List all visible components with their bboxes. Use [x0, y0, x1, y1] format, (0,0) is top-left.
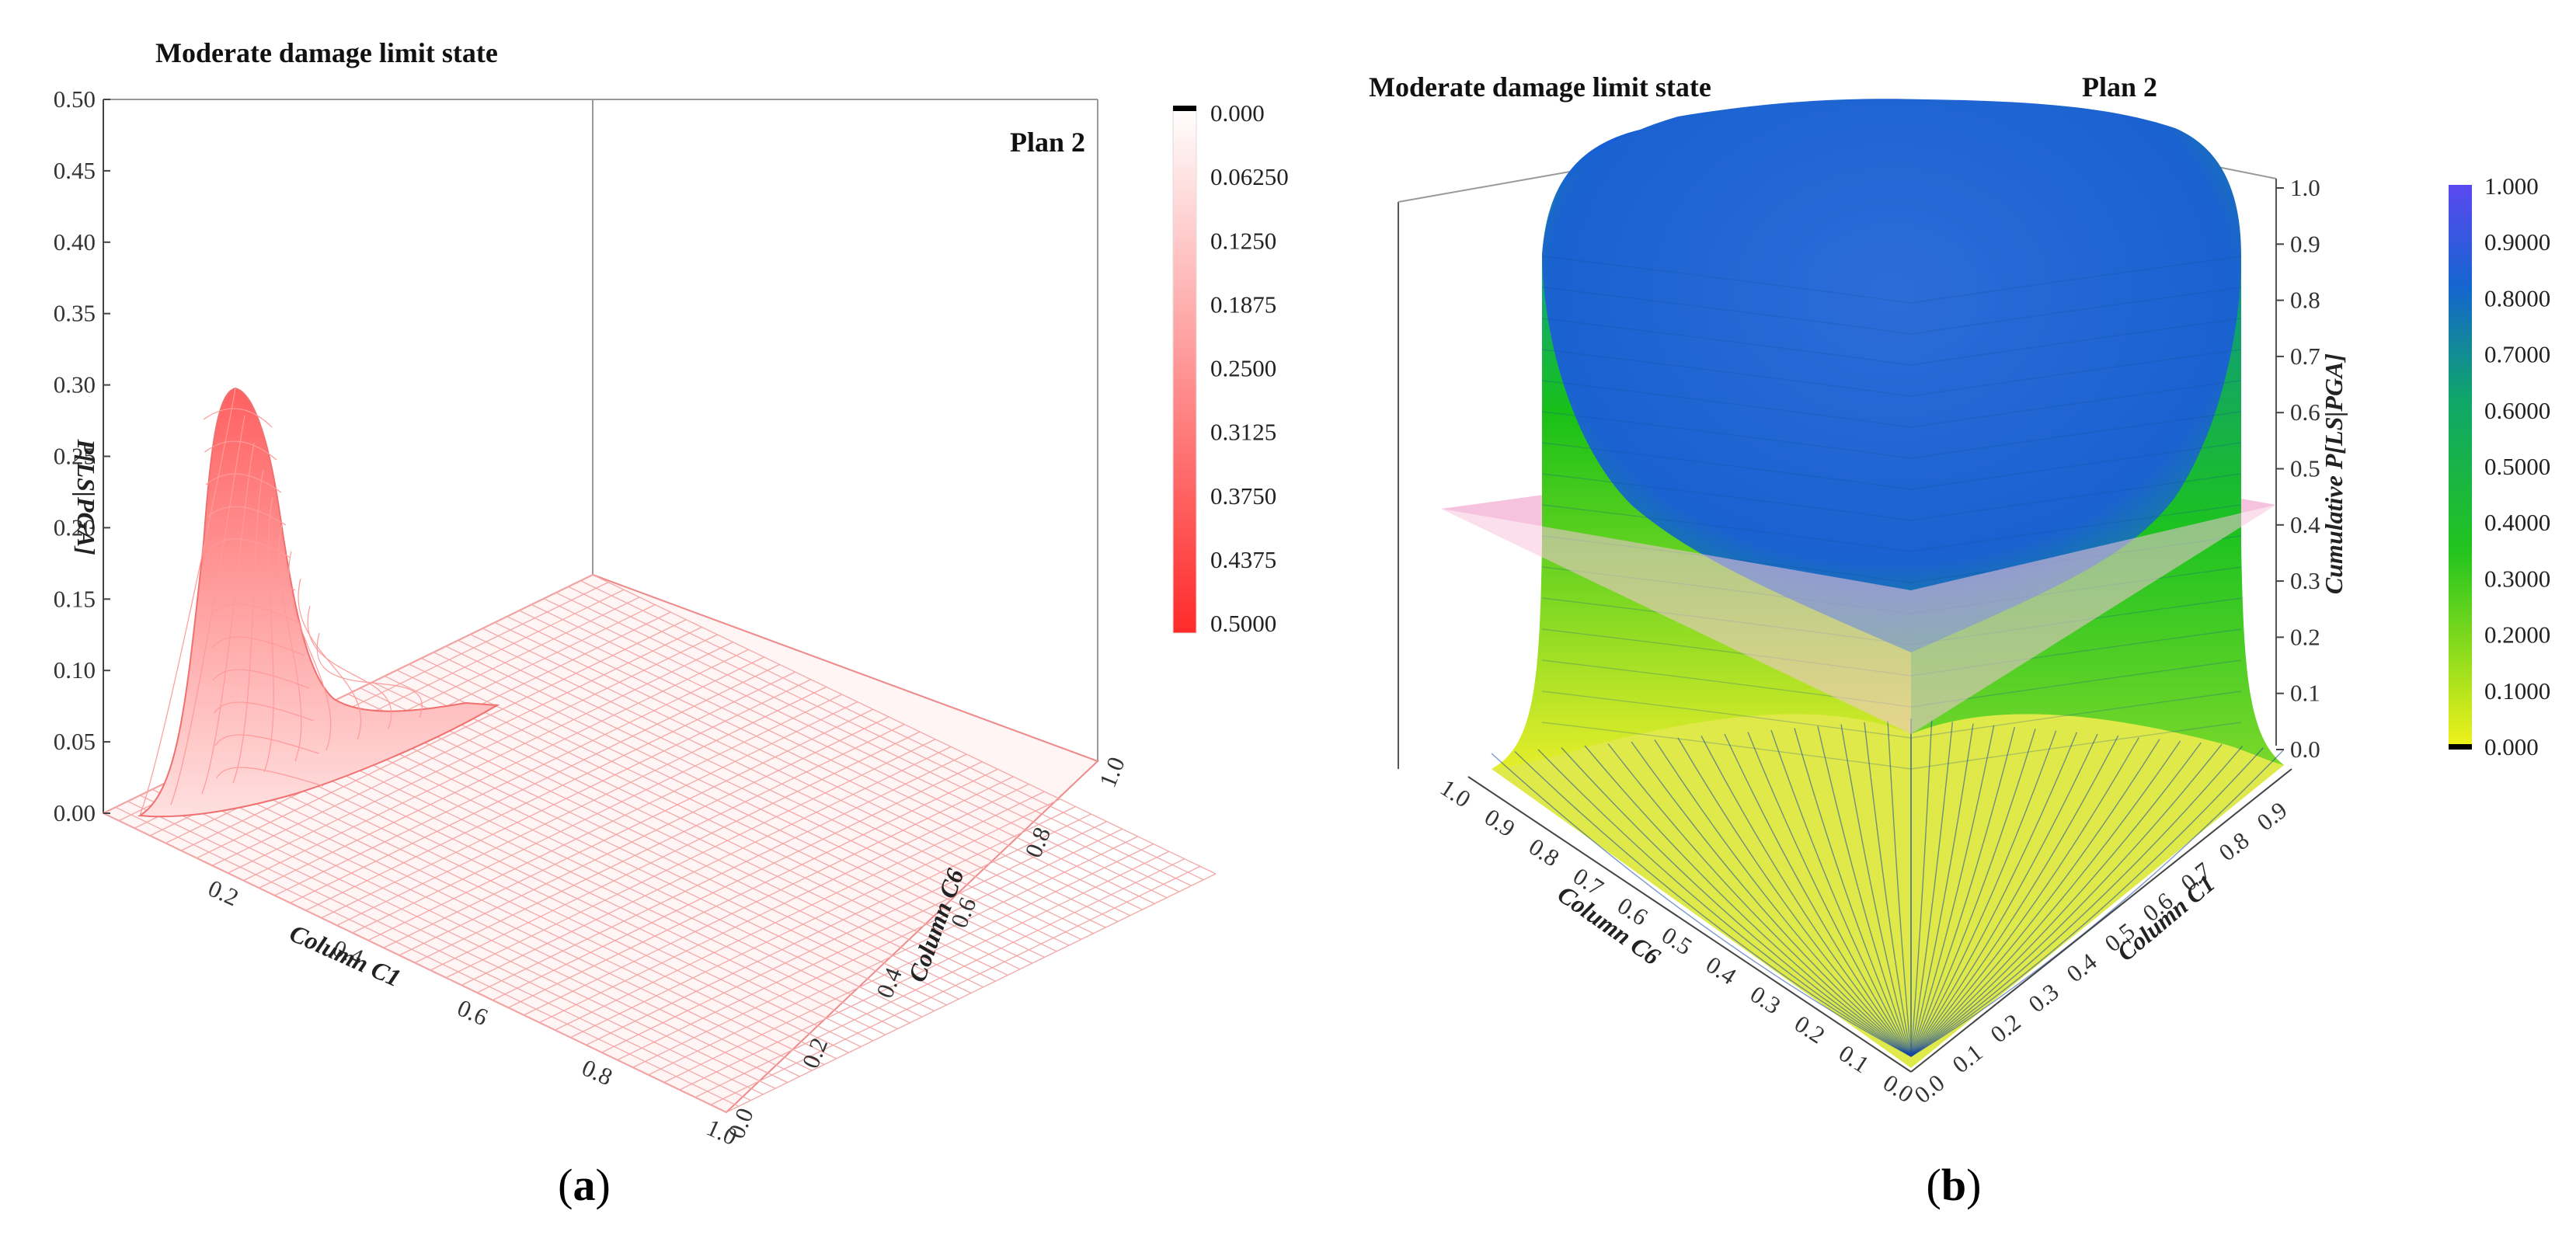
panel-b-z-label: Cumulative P[LS|PGA]	[2320, 353, 2348, 594]
caption-b: (b)	[1927, 1160, 1982, 1210]
panel-b: Moderate damage limit state Plan 2 0.00.…	[1369, 71, 2550, 1210]
colorbar-label: 0.5000	[2484, 453, 2550, 480]
colorbar-label: 0.3000	[2484, 565, 2550, 592]
z-tick-label: 0.45	[54, 157, 96, 184]
panel-a-peak-mesh	[139, 388, 423, 816]
colorbar-label: 1.000	[2484, 172, 2539, 200]
y-tick-label: 0.2	[1985, 1008, 2025, 1048]
panel-a-plan-label: Plan 2	[1010, 127, 1085, 158]
panel-b-z-ticks: 0.0 0.1 0.2 0.3 0.4 0.5 0.6 0.7 0.8 0.9 1.0	[2276, 174, 2320, 763]
panel-a-colorbar: 0.000 0.06250 0.1250 0.1875 0.2500 0.3125 0.37…	[1172, 99, 1289, 637]
panel-a: Moderate damage limit state 0.00 0.05 0.10…	[54, 37, 1289, 1210]
x-tick-label: 0.2	[1790, 1010, 1830, 1049]
z-tick-label: 0.30	[54, 371, 96, 398]
panel-a-z-label: P[LS|PGA]	[72, 438, 100, 555]
z-tick-label: 0.1	[2290, 680, 2320, 707]
panel-a-title: Moderate damage limit state	[155, 37, 498, 68]
z-tick-label: 0.00	[54, 799, 96, 826]
colorbar-label: 0.2000	[2484, 621, 2550, 649]
colorbar-label: 0.7000	[2484, 341, 2550, 368]
z-tick-label: 0.10	[54, 656, 96, 684]
colorbar-end-cap	[1173, 106, 1196, 111]
y-tick-label: 1.0	[1094, 753, 1130, 791]
colorbar-label: 0.000	[1210, 99, 1265, 127]
x-tick-label: 0.4	[1701, 951, 1742, 990]
colorbar-label: 0.3125	[1210, 419, 1276, 446]
panel-b-title: Moderate damage limit state	[1369, 71, 1711, 103]
x-tick-label: 0.5	[1657, 921, 1697, 960]
x-tick-label: 0.6	[454, 994, 493, 1031]
z-tick-label: 0.25	[54, 443, 96, 470]
z-tick-label: 0.2	[2290, 623, 2320, 650]
colorbar-label: 0.6000	[2484, 397, 2550, 424]
colorbar-label: 0.1875	[1210, 290, 1276, 318]
z-tick-label: 0.20	[54, 513, 96, 541]
z-tick-label: 0.40	[54, 228, 96, 256]
z-tick-label: 0.5	[2290, 455, 2320, 482]
z-tick-label: 0.9	[2290, 230, 2320, 257]
colorbar-label: 0.2500	[1210, 355, 1276, 382]
panel-a-peak-surface	[137, 387, 500, 818]
colorbar-end-cap	[2449, 744, 2472, 750]
colorbar-label: 0.1250	[1210, 227, 1276, 254]
x-tick-label: 0.8	[578, 1054, 617, 1091]
z-tick-label: 1.0	[2290, 174, 2320, 201]
y-tick-label: 0.8	[2213, 826, 2254, 866]
z-tick-label: 0.6	[2290, 398, 2320, 426]
z-tick-label: 0.50	[54, 85, 96, 113]
panel-a-z-ticks: 0.00 0.05 0.10 0.15 0.20 0.25 0.30 0.35 0.40 0.45…	[54, 85, 110, 826]
colorbar-label: 0.4000	[2484, 509, 2550, 536]
colorbar-label: 0.000	[2484, 733, 2539, 760]
z-tick-label: 0.0	[2290, 736, 2320, 763]
caption-a: (a)	[558, 1160, 611, 1210]
colorbar-label: 0.8000	[2484, 284, 2550, 311]
z-tick-label: 0.7	[2290, 343, 2320, 370]
z-tick-label: 0.35	[54, 300, 96, 327]
colorbar-label: 0.3750	[1210, 482, 1276, 510]
x-tick-label: 0.1	[1834, 1039, 1875, 1078]
z-tick-label: 0.05	[54, 728, 96, 755]
colorbar-label: 0.9000	[2484, 228, 2550, 256]
colorbar-label: 0.4375	[1210, 546, 1276, 573]
y-tick-label: 0.1	[1947, 1038, 1987, 1078]
colorbar-label: 0.1000	[2484, 677, 2550, 704]
panel-b-surface-top	[1542, 99, 2241, 652]
x-tick-label: 0.8	[1524, 833, 1565, 871]
panel-b-x-label: Column C6	[1553, 880, 1666, 971]
panel-b-colorbar: 1.000 0.9000 0.8000 0.7000 0.6000 0.5000 0.400…	[2449, 172, 2550, 760]
x-tick-label: 0.3	[1746, 980, 1786, 1019]
y-tick-label: 0.4	[2061, 948, 2101, 988]
panel-b-surface-front	[1492, 714, 2284, 1068]
z-tick-label: 0.15	[54, 585, 96, 612]
z-tick-label: 0.4	[2290, 511, 2320, 538]
colorbar-label: 0.5000	[1210, 610, 1276, 637]
y-tick-label: 0.0	[1909, 1069, 1949, 1108]
panel-b-plan-label: Plan 2	[2082, 71, 2157, 103]
x-tick-label: 0.9	[1480, 803, 1520, 842]
z-tick-label: 0.8	[2290, 287, 2320, 314]
z-tick-label: 0.3	[2290, 567, 2320, 594]
y-tick-label: 0.3	[2023, 978, 2063, 1018]
x-tick-label: 0.2	[204, 875, 243, 912]
x-tick-label: 1.0	[1436, 774, 1476, 812]
colorbar-label: 0.06250	[1210, 163, 1289, 190]
y-tick-label: 0.9	[2251, 796, 2292, 836]
reference-plane-front	[1441, 505, 2276, 734]
panel-b-front-axes	[1467, 768, 2292, 1073]
